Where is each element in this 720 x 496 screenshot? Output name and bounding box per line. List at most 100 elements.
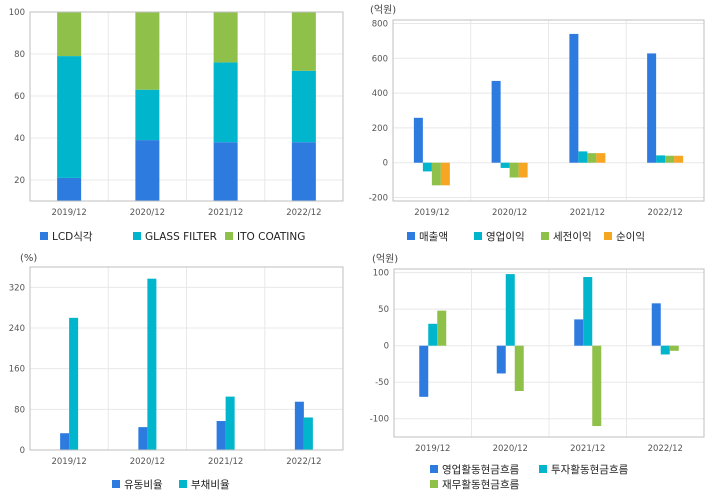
x-tick-label: 2022/12 — [647, 208, 682, 218]
bar — [505, 274, 515, 346]
bar — [225, 396, 235, 450]
bar — [60, 433, 70, 450]
legend-swatch — [179, 480, 187, 488]
unit-label: (억원) — [370, 4, 396, 16]
y-tick-label: 80 — [14, 405, 25, 415]
legend-item: 영업이익 — [474, 230, 525, 243]
bar — [496, 345, 506, 374]
legend-swatch — [541, 232, 549, 240]
legend-item: 재무활동현금흐름 — [430, 478, 520, 491]
legend-item: 세전이익 — [541, 231, 592, 243]
x-tick-label: 2019/12 — [415, 444, 450, 454]
plot-frame — [29, 266, 344, 451]
bar — [135, 12, 160, 90]
x-tick-label: 2020/12 — [130, 208, 165, 218]
y-tick-label: 320 — [9, 283, 25, 293]
x-tick-label: 2022/12 — [648, 444, 683, 454]
bar — [303, 417, 313, 450]
bar — [518, 162, 528, 178]
y-tick-label: 0 — [384, 342, 389, 352]
legend-label: 매출액 — [419, 231, 448, 243]
bar — [491, 80, 501, 163]
bar — [669, 345, 679, 351]
legend-swatch — [112, 480, 120, 488]
plot-frame — [29, 11, 344, 202]
y-tick-label: 200 — [372, 124, 388, 134]
bar — [440, 162, 450, 186]
bar — [422, 162, 432, 172]
bar — [514, 345, 524, 391]
chart-2: -200 0 200 400 600 800 2019/12 2020/12 2021/12 20… — [369, 4, 705, 243]
x-tick-label: 2021/12 — [208, 208, 243, 218]
legend-label: 영업활동현금흐름 — [442, 463, 520, 476]
legend-label: 재무활동현금흐름 — [442, 478, 520, 491]
bar — [57, 56, 82, 178]
legend-swatch — [430, 465, 438, 473]
y-tick-label: -50 — [375, 378, 389, 388]
x-tick-label: 2019/12 — [414, 208, 449, 218]
bar — [213, 142, 238, 201]
x-tick-label: 2020/12 — [492, 208, 527, 218]
legend-swatch — [133, 232, 141, 240]
legend-item: 영업활동현금흐름 — [430, 463, 520, 476]
bar — [428, 323, 438, 346]
legend-swatch — [225, 232, 233, 240]
y-tick-label: 100 — [9, 8, 25, 18]
legend-label: LCD식각 — [52, 231, 93, 243]
unit-label: (억원) — [372, 253, 398, 265]
unit-label: (%) — [20, 253, 37, 264]
bar — [216, 421, 226, 450]
bar — [578, 151, 588, 163]
legend-item: LCD식각 — [40, 231, 93, 243]
bar — [665, 155, 675, 163]
legend-item: 순이익 — [604, 231, 645, 243]
legend-item: 부채비율 — [179, 479, 230, 491]
bar — [69, 317, 79, 450]
plot-frame — [392, 19, 705, 202]
x-tick-label: 2021/12 — [570, 444, 605, 454]
x-tick-label: 2020/12 — [493, 444, 528, 454]
legend-label: 세전이익 — [553, 231, 592, 243]
y-tick-label: 50 — [378, 305, 389, 315]
chart-3: 0 80 160 240 320 2019/12 2020/12 2021/12 2022/12… — [9, 253, 344, 491]
y-tick-label: 600 — [372, 54, 388, 64]
x-tick-label: 2020/12 — [130, 457, 165, 467]
legend-label: 부채비율 — [191, 479, 230, 491]
bar — [500, 162, 510, 168]
bar — [583, 277, 593, 346]
legend-swatch — [474, 232, 482, 240]
bar — [294, 401, 304, 450]
y-tick-label: 20 — [14, 176, 25, 186]
bar — [509, 162, 519, 178]
bar — [291, 70, 316, 143]
legend-label: 순이익 — [616, 231, 645, 243]
bar — [656, 155, 666, 163]
chart-1: 20 40 60 80 100 2019/12 2020/12 2021/12 2022/12 L… — [9, 8, 344, 243]
x-tick-label: 2019/12 — [51, 208, 86, 218]
bar — [651, 303, 661, 346]
legend-swatch — [40, 232, 48, 240]
bar — [660, 345, 670, 355]
y-tick-label: 400 — [372, 89, 388, 99]
bar — [291, 142, 316, 201]
bar — [213, 12, 238, 63]
legend-swatch — [539, 465, 547, 473]
legend-label: 투자활동현금흐름 — [551, 463, 629, 476]
x-tick-label: 2022/12 — [286, 208, 321, 218]
bar — [147, 278, 157, 450]
bar — [57, 12, 82, 57]
x-tick-label: 2021/12 — [570, 208, 605, 218]
y-tick-label: -100 — [370, 415, 389, 425]
bar — [437, 310, 447, 346]
x-tick-label: 2019/12 — [51, 457, 86, 467]
legend-item: GLASS FILTER — [133, 231, 217, 243]
y-tick-label: 800 — [372, 19, 388, 29]
y-tick-label: 100 — [373, 269, 389, 279]
bar — [419, 345, 429, 397]
chart-4: -100 -50 0 50 100 2019/12 2020/12 2021/12 2022/1… — [370, 253, 705, 491]
bar — [674, 155, 684, 163]
bar — [596, 153, 606, 163]
bar — [587, 153, 597, 163]
y-tick-label: 0 — [383, 159, 388, 169]
bar — [431, 162, 441, 186]
